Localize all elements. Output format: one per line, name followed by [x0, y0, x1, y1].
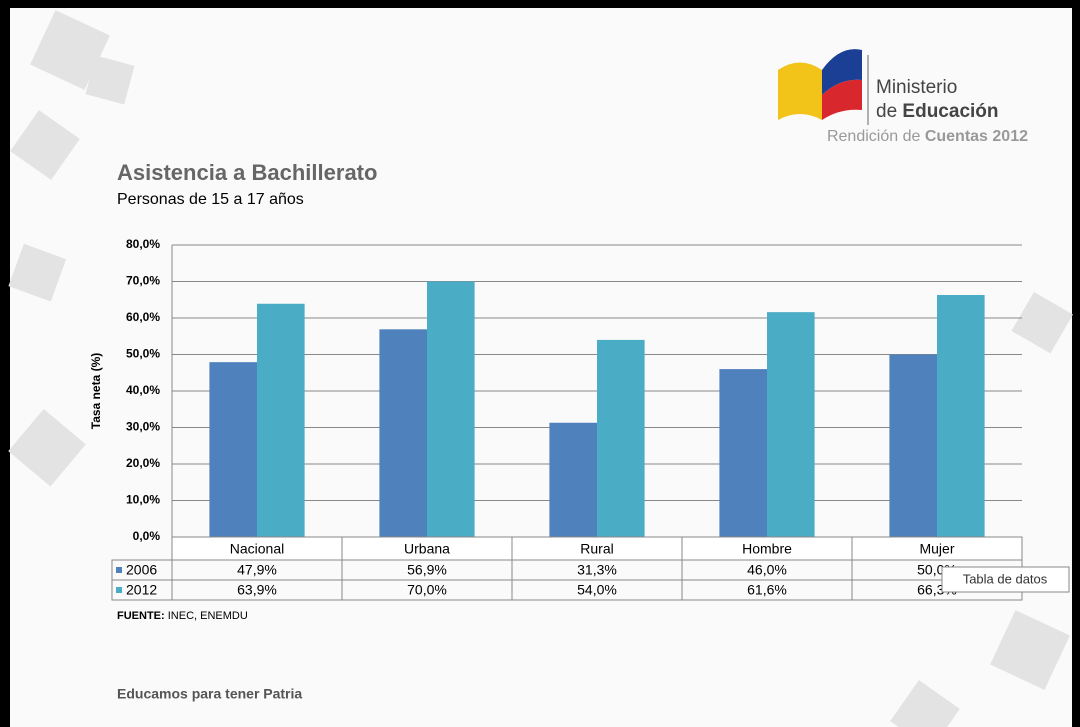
y-tick-label: 50,0%: [126, 347, 160, 361]
data-label: 61,6%: [747, 582, 787, 598]
data-label: 47,9%: [237, 562, 277, 578]
y-tick-label: 10,0%: [126, 493, 160, 507]
ministry-name: Ministerio: [876, 77, 957, 98]
chart-subtitle: Personas de 15 a 17 años: [117, 191, 304, 208]
x-tick-label: Hombre: [742, 541, 792, 557]
bar: [719, 369, 767, 537]
y-tick-label: 70,0%: [126, 274, 160, 288]
ministry-prefix: de: [876, 101, 897, 122]
tooltip-text: Tabla de datos: [963, 571, 1048, 586]
source: FUENTE: INEC, ENEMDU: [117, 610, 248, 622]
bar: [209, 362, 257, 537]
y-tick-label: 60,0%: [126, 310, 160, 324]
report-prefix: Rendición de: [827, 128, 921, 145]
legend-label: 2006: [126, 562, 157, 578]
report-emphasis: Cuentas 2012: [925, 128, 1028, 145]
bar: [889, 355, 937, 538]
data-label: 54,0%: [577, 582, 617, 598]
bar: [257, 304, 305, 537]
legend-label: 2012: [126, 582, 157, 598]
data-label: 31,3%: [577, 562, 617, 578]
source-label: FUENTE:: [117, 610, 165, 622]
ministry-name: de Educación: [876, 101, 999, 122]
y-tick-label: 40,0%: [126, 383, 160, 397]
report-title: Rendición de Cuentas 2012: [827, 128, 1028, 145]
bar: [767, 312, 815, 537]
x-tick-label: Mujer: [919, 541, 954, 557]
footer: Educamos para tener Patria: [117, 686, 302, 702]
y-tick-label: 20,0%: [126, 456, 160, 470]
bar: [427, 282, 475, 538]
ministry-emphasis: Educación: [902, 101, 998, 122]
x-tick-label: Urbana: [404, 541, 450, 557]
source-text: INEC, ENEMDU: [168, 610, 248, 622]
bar: [937, 295, 985, 537]
bar: [597, 340, 645, 537]
chart-title: Asistencia a Bachillerato: [117, 160, 377, 185]
y-tick-label: 80,0%: [126, 237, 160, 251]
x-tick-label: Nacional: [230, 541, 284, 557]
data-label: 56,9%: [407, 562, 447, 578]
slide-screenshot: Ministerio de Educación Rendición de Cue…: [0, 0, 1080, 727]
legend-swatch: [116, 587, 122, 593]
data-label: 63,9%: [237, 582, 277, 598]
y-tick-label: 30,0%: [126, 420, 160, 434]
legend-swatch: [116, 567, 122, 573]
data-label: 70,0%: [407, 582, 447, 598]
data-label: 46,0%: [747, 562, 787, 578]
tooltip: Tabla de datos: [942, 567, 1069, 592]
x-tick-label: Rural: [580, 541, 613, 557]
bar: [379, 329, 427, 537]
y-tick-label: 0,0%: [133, 529, 161, 543]
y-axis-label: Tasa neta (%): [89, 353, 103, 429]
bar: [549, 423, 597, 537]
